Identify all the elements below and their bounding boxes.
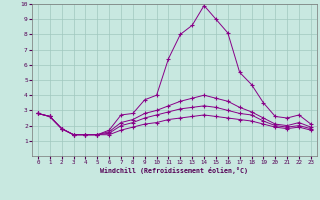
X-axis label: Windchill (Refroidissement éolien,°C): Windchill (Refroidissement éolien,°C) [100,167,248,174]
